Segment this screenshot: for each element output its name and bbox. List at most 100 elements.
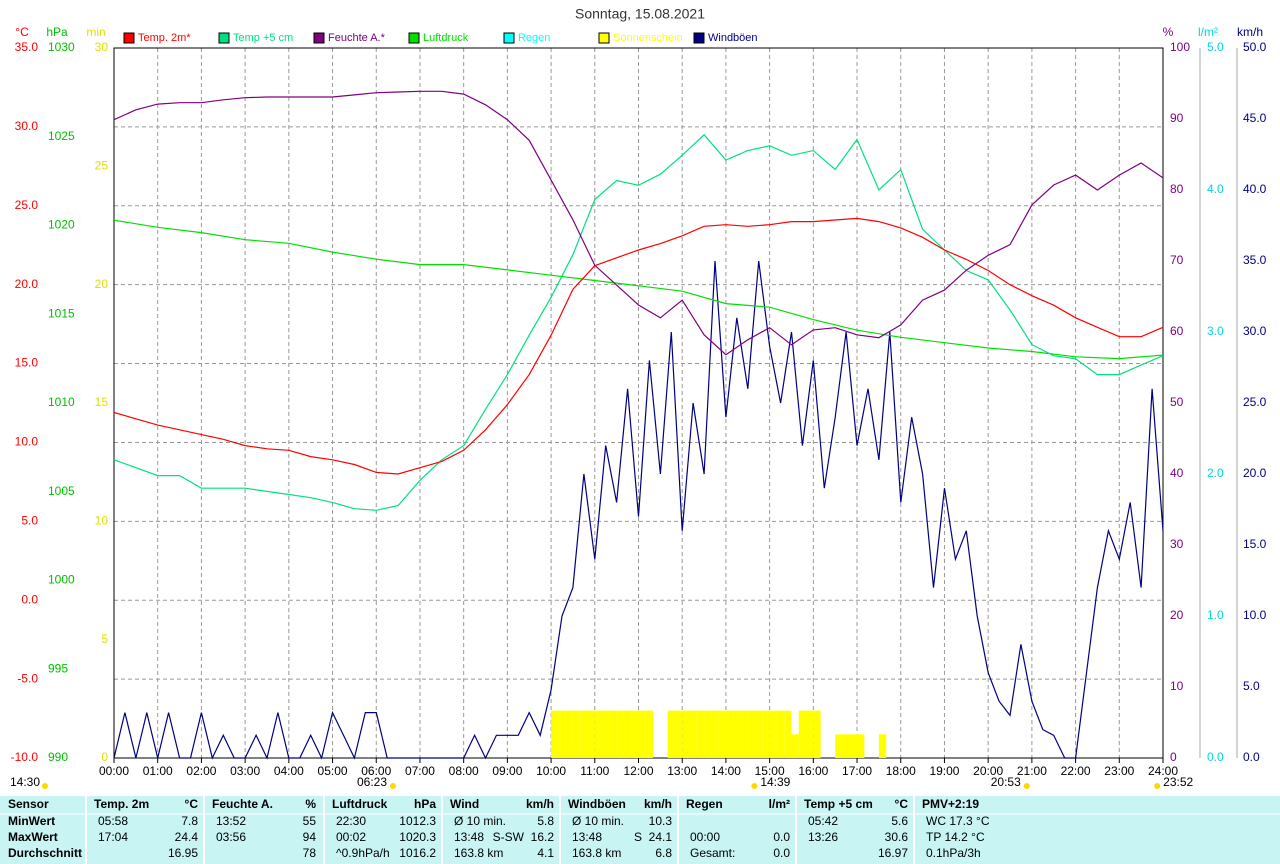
x-tick-label: 10:00 [536, 764, 566, 778]
annotation-label: 06:23 [357, 775, 387, 789]
cell-left: 00:00 [690, 830, 720, 844]
sunshine-bar [587, 710, 595, 758]
sunshine-bar [645, 710, 654, 758]
legend-label: Windböen [708, 32, 758, 44]
x-tick-label: 04:00 [274, 764, 304, 778]
y-tick-label: 35.0 [15, 40, 39, 54]
sunshine-bar [704, 710, 712, 758]
legend-label: Temp +5 cm [233, 32, 293, 44]
column-title: Windböen [568, 797, 626, 811]
y-tick-label: 10.0 [15, 435, 39, 449]
y-tick-label: 5.0 [1243, 679, 1260, 693]
cell-value: 1012.3 [399, 814, 436, 828]
x-tick-label: 07:00 [405, 764, 435, 778]
y-tick-label: 25 [95, 159, 109, 173]
x-tick-label: 22:00 [1061, 764, 1091, 778]
column-unit: l/m² [769, 797, 790, 811]
cell-left: Ø 10 min. [454, 814, 506, 828]
sunshine-bar [674, 710, 683, 758]
sunshine-bar [711, 710, 719, 758]
sunshine-bar [878, 734, 887, 758]
sunshine-bar [682, 710, 690, 758]
legend-swatch [693, 32, 705, 44]
sun-marker [390, 783, 397, 789]
sunshine-bar [842, 734, 850, 758]
y-tick-label: 60 [1170, 324, 1184, 338]
annotation-label: 20:53 [991, 775, 1021, 789]
sunshine-bar [551, 710, 559, 758]
x-tick-label: 03:00 [230, 764, 260, 778]
x-tick-label: 18:00 [886, 764, 916, 778]
cell-left: TP 14.2 °C [926, 830, 985, 844]
sunshine-bar [806, 710, 814, 758]
y-tick-label: 2.0 [1207, 466, 1224, 480]
column-unit: % [305, 797, 316, 811]
cell-left: 13:48 [454, 830, 484, 844]
y-tick-label: 1.0 [1207, 608, 1224, 622]
y-tick-label: 4.0 [1207, 182, 1224, 196]
y-tick-label: 25.0 [1243, 395, 1267, 409]
y-tick-label: 30.0 [1243, 324, 1267, 338]
cell-left: WC 17.3 °C [926, 814, 990, 828]
y-tick-label: 40.0 [1243, 182, 1267, 196]
column-title: Feuchte A. [212, 797, 273, 811]
row-label: MaxWert [8, 830, 58, 844]
sunshine-bar [857, 734, 865, 758]
cell-value: 24.4 [175, 830, 199, 844]
row-label: Durchschnitt [8, 846, 82, 860]
cell-value: 78 [303, 846, 317, 860]
x-tick-label: 09:00 [492, 764, 522, 778]
sunshine-bar [718, 710, 726, 758]
y-tick-label: 10 [95, 514, 109, 528]
cell-left: 163.8 km [572, 846, 621, 860]
y-tick-label: -10.0 [11, 750, 39, 764]
sun-marker [1154, 783, 1161, 789]
sunshine-bar [740, 710, 748, 758]
y-tick-label: 1005 [48, 484, 75, 498]
y-tick-label: 15 [95, 395, 109, 409]
series-line [113, 90, 1164, 356]
sunshine-bar [594, 710, 603, 758]
legend-label: Sonnenschein [613, 32, 683, 44]
cell-mid: S [634, 830, 642, 844]
cell-left: 22:30 [336, 814, 366, 828]
cell-value: 16.97 [878, 846, 908, 860]
y-tick-label: 70 [1170, 253, 1184, 267]
sunshine-bar [769, 710, 777, 758]
legend-label: Feuchte A.* [328, 32, 386, 44]
sunshine-bar [733, 710, 741, 758]
axis-title: °C [15, 25, 29, 39]
sun-marker [751, 783, 758, 789]
series-line [113, 219, 1164, 360]
y-tick-label: 0 [1170, 750, 1177, 764]
x-tick-label: 11:00 [580, 764, 609, 778]
x-tick-label: 23:00 [1104, 764, 1134, 778]
column-unit: km/h [526, 797, 554, 811]
column-unit: km/h [644, 797, 672, 811]
sunshine-bar [849, 734, 858, 758]
sunshine-bar [609, 710, 617, 758]
y-tick-label: 0 [101, 750, 108, 764]
cell-value: 1020.3 [399, 830, 436, 844]
cell-value: 0.0 [773, 830, 790, 844]
x-tick-label: 19:00 [929, 764, 959, 778]
y-tick-label: 45.0 [1243, 111, 1267, 125]
cell-value: 5.6 [891, 814, 908, 828]
y-tick-label: 30 [1170, 537, 1184, 551]
row-label: Sensor [8, 797, 49, 811]
sunshine-bar [725, 710, 734, 758]
axis-title: km/h [1237, 25, 1263, 39]
sunshine-bar [776, 710, 785, 758]
x-tick-label: 12:00 [623, 764, 653, 778]
cell-value: 6.8 [655, 846, 672, 860]
cell-left: ^0.9hPa/h [336, 846, 390, 860]
annotation-label: 23:52 [1163, 775, 1193, 789]
sunshine-bar [631, 710, 639, 758]
y-tick-label: 20 [1170, 608, 1184, 622]
legend-swatch [123, 32, 135, 44]
cell-value: 1016.2 [399, 846, 436, 860]
sunshine-bar [747, 710, 756, 758]
y-tick-label: 1030 [48, 40, 75, 54]
sunshine-bar [565, 710, 573, 758]
y-tick-label: 990 [48, 750, 68, 764]
